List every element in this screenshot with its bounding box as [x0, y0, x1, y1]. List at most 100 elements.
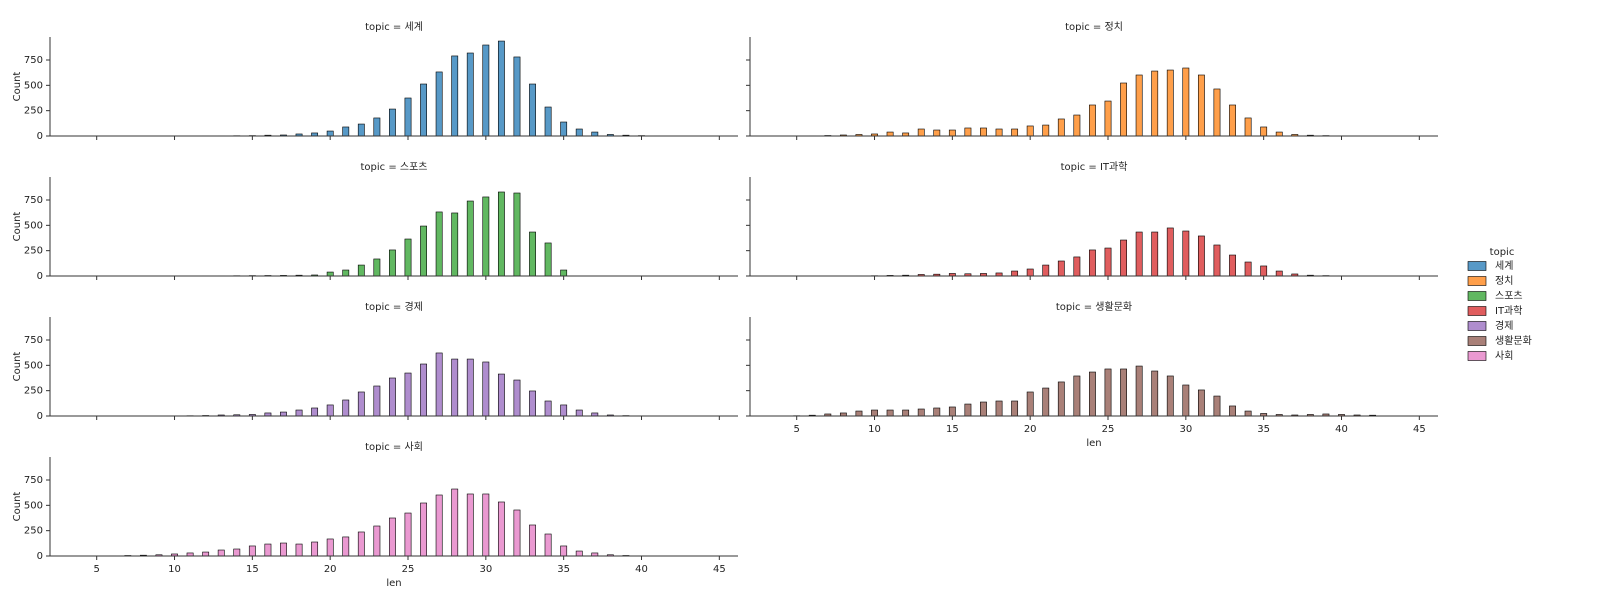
bar — [1042, 387, 1050, 417]
legend-swatch — [1467, 321, 1487, 331]
x-tick-label: 10 — [168, 564, 181, 575]
x-tick-label: 20 — [324, 564, 337, 575]
bar — [544, 242, 552, 277]
bar — [995, 400, 1003, 417]
bar — [1135, 365, 1143, 417]
x-tick-label: 40 — [635, 564, 648, 575]
bar — [1057, 118, 1065, 137]
bar — [497, 191, 505, 277]
bar — [855, 410, 863, 417]
bar — [326, 271, 334, 277]
x-tick-label: 35 — [1257, 424, 1270, 435]
y-tick-label: 750 — [24, 335, 43, 346]
bar — [280, 542, 287, 557]
bar — [311, 407, 319, 417]
bar — [435, 494, 443, 557]
x-tick-label: 30 — [1179, 424, 1192, 435]
bar — [1011, 400, 1019, 417]
bar — [451, 55, 459, 137]
bar — [482, 196, 490, 277]
legend-label: 경제 — [1495, 319, 1513, 332]
bar — [1011, 128, 1019, 137]
bar — [1104, 247, 1112, 277]
bar — [404, 238, 412, 277]
bar — [1182, 67, 1190, 137]
bar — [513, 379, 521, 417]
x-tick-label: 45 — [1413, 424, 1426, 435]
bar — [886, 409, 894, 417]
bar — [295, 543, 303, 557]
x-tick-label: 5 — [94, 564, 100, 575]
bar — [451, 358, 459, 417]
bar — [451, 488, 459, 557]
legend-swatch — [1467, 336, 1487, 346]
y-axis-label: Count — [12, 352, 23, 382]
bar — [435, 352, 443, 417]
bar — [902, 409, 910, 417]
facet-title: topic = 사회 — [365, 441, 423, 453]
y-axis-label: Count — [12, 212, 23, 242]
bar — [1244, 117, 1252, 137]
y-axis-label: Count — [12, 492, 23, 522]
bar — [202, 551, 210, 557]
bar — [435, 71, 443, 137]
bar — [1073, 256, 1081, 277]
legend-label: 세계 — [1495, 260, 1513, 272]
bar — [529, 83, 536, 137]
x-tick-label: 40 — [1335, 424, 1348, 435]
bar — [248, 545, 256, 557]
bar — [1275, 270, 1283, 277]
bar — [1197, 389, 1205, 417]
bar — [357, 123, 365, 137]
bar — [373, 258, 381, 277]
legend-label: IT과학 — [1495, 305, 1522, 317]
x-axis-label: len — [386, 578, 401, 589]
y-tick-label: 750 — [24, 55, 43, 66]
bar — [1182, 230, 1190, 277]
y-tick-label: 0 — [37, 551, 43, 562]
bar — [1104, 368, 1112, 417]
bar — [357, 531, 365, 557]
bar — [575, 128, 583, 137]
bar — [1197, 74, 1205, 137]
bar — [575, 550, 583, 557]
bar — [544, 533, 552, 557]
legend-label: 생활문화 — [1495, 334, 1532, 347]
bar — [1135, 74, 1143, 137]
x-tick-label: 30 — [479, 564, 492, 575]
facet-title: topic = 세계 — [365, 21, 423, 33]
y-tick-label: 0 — [37, 131, 43, 142]
bar — [529, 390, 536, 417]
bar — [420, 363, 427, 417]
bar — [1042, 124, 1050, 137]
bar — [1089, 371, 1096, 417]
bar — [1151, 70, 1159, 137]
bar — [1026, 391, 1034, 417]
bar — [420, 225, 427, 277]
bar — [357, 264, 365, 277]
bar — [466, 493, 474, 557]
bar — [1244, 410, 1252, 417]
bar — [1260, 126, 1268, 137]
facet-title: topic = 정치 — [1065, 21, 1123, 33]
x-tick-label: 15 — [246, 564, 259, 575]
bar — [404, 97, 412, 137]
bar — [389, 377, 396, 417]
bar — [342, 126, 350, 137]
bar — [497, 501, 505, 557]
bar — [933, 407, 941, 417]
x-tick-label: 5 — [794, 424, 800, 435]
bar — [948, 129, 956, 137]
bar — [560, 545, 568, 557]
bar — [1166, 227, 1174, 277]
x-tick-label: 20 — [1024, 424, 1037, 435]
bar — [404, 372, 412, 417]
x-axis-label: len — [1086, 438, 1101, 449]
bar — [529, 524, 536, 557]
bar — [311, 541, 319, 557]
bar — [420, 502, 427, 557]
bar — [560, 121, 568, 137]
bar — [1229, 254, 1236, 277]
bar — [342, 536, 350, 557]
y-tick-label: 0 — [37, 411, 43, 422]
